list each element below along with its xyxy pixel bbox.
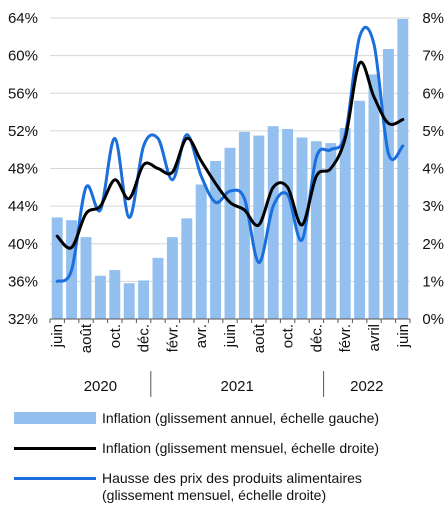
left-axis-tick-label: 32% xyxy=(8,311,38,328)
bar xyxy=(296,137,308,319)
bar xyxy=(253,135,265,319)
x-tick-label: avril xyxy=(366,324,383,352)
bar xyxy=(238,131,250,319)
right-axis-tick-label: 8% xyxy=(422,10,444,27)
x-tick-label: févr. xyxy=(164,324,181,352)
legend-item-food-prices: Hausse des prix des produits alimentaire… xyxy=(14,470,432,504)
left-axis-tick-label: 52% xyxy=(8,123,38,140)
x-tick-label: août xyxy=(251,323,268,353)
bar xyxy=(325,143,337,319)
legend-item-monthly-inflation: Inflation (glissement mensuel, échelle d… xyxy=(14,440,379,457)
x-tick-label: déc. xyxy=(136,324,153,352)
x-tick-label: oct. xyxy=(107,324,124,348)
bar xyxy=(51,217,63,319)
right-axis-tick-labels: 0% 1% 2% 3% 4% 5% 6% 7% 8% xyxy=(422,10,444,328)
x-tick-label: juin xyxy=(222,324,239,348)
x-tick-label: juin xyxy=(395,324,412,348)
x-tick-label: juin xyxy=(49,324,66,348)
bar xyxy=(210,160,222,319)
legend-label: Inflation (glissement annuel, échelle ga… xyxy=(102,410,380,426)
bar xyxy=(282,128,294,319)
left-axis-tick-label: 56% xyxy=(8,85,38,102)
left-axis-tick-label: 60% xyxy=(8,48,38,65)
bar xyxy=(94,275,106,319)
legend-swatch-line xyxy=(14,477,96,480)
left-axis-tick-labels: 32% 36% 40% 44% 48% 52% 56% 60% 64% xyxy=(8,10,38,328)
left-axis-tick-label: 44% xyxy=(8,198,38,215)
x-tick-label: déc. xyxy=(308,324,325,352)
right-axis-tick-label: 3% xyxy=(422,198,444,215)
legend-swatch-bar xyxy=(14,412,96,424)
right-axis-tick-label: 2% xyxy=(422,236,444,253)
x-tick-label: févr. xyxy=(337,324,354,352)
bar xyxy=(267,126,279,319)
line-series xyxy=(55,25,405,283)
right-axis-tick-label: 6% xyxy=(422,85,444,102)
bar xyxy=(397,18,409,320)
bar xyxy=(354,100,366,320)
bar xyxy=(339,128,351,319)
year-axis: 2020 2021 2022 xyxy=(84,371,383,397)
year-label: 2020 xyxy=(84,378,117,395)
left-axis-tick-label: 40% xyxy=(8,236,38,253)
x-tick-label: oct. xyxy=(280,324,297,348)
right-axis-tick-label: 0% xyxy=(422,311,444,328)
legend-label: Inflation (glissement mensuel, échelle d… xyxy=(102,440,380,456)
right-axis-tick-label: 5% xyxy=(422,123,444,140)
legend-swatch-line xyxy=(14,447,96,450)
legend-label: Hausse des prix des produits alimentaire… xyxy=(102,470,362,503)
bar xyxy=(80,237,92,319)
bar xyxy=(195,184,207,319)
bar xyxy=(368,74,380,319)
bar-series xyxy=(51,18,409,320)
bar xyxy=(181,218,193,319)
right-axis-tick-label: 4% xyxy=(422,161,444,178)
left-axis-tick-label: 48% xyxy=(8,161,38,178)
bar xyxy=(152,257,164,319)
year-label: 2022 xyxy=(350,378,383,395)
left-axis-tick-label: 64% xyxy=(8,10,38,27)
left-axis-tick-label: 36% xyxy=(8,273,38,290)
bar xyxy=(166,237,178,319)
bar xyxy=(310,141,322,319)
x-axis: juin août oct. déc. févr. avr. juin août oct. déc… xyxy=(49,318,412,353)
bar xyxy=(109,270,121,319)
bar xyxy=(138,280,150,319)
line-monthly-inflation xyxy=(55,60,405,250)
x-tick-label: août xyxy=(78,323,95,353)
year-label: 2021 xyxy=(221,378,254,395)
bar xyxy=(123,283,135,319)
legend-item-annual-inflation: Inflation (glissement annuel, échelle ga… xyxy=(14,410,379,427)
right-axis-tick-label: 1% xyxy=(422,273,444,290)
bar xyxy=(382,49,394,320)
x-tick-label: avr. xyxy=(193,324,210,348)
chart: 32% 36% 40% 44% 48% 52% 56% 60% 64% 0% 1% 2% 3% 4% 5%… xyxy=(8,10,444,397)
bar xyxy=(224,147,236,319)
right-axis-tick-label: 7% xyxy=(422,48,444,65)
